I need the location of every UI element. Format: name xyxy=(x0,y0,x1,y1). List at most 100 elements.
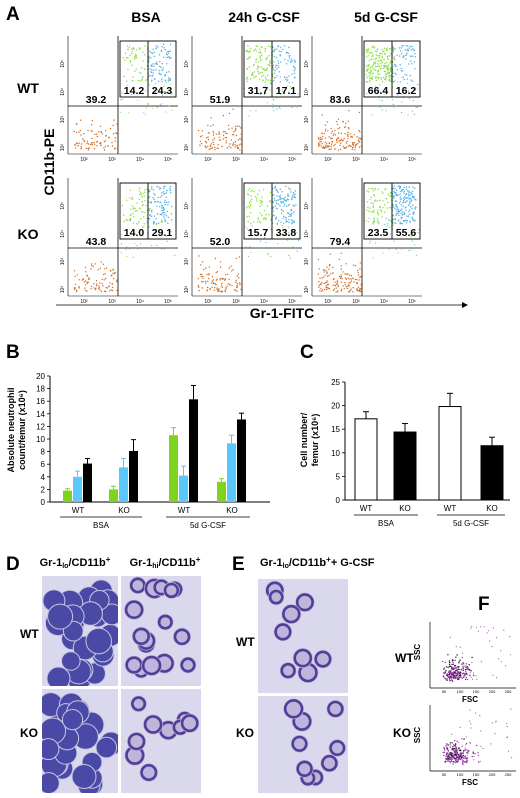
dot-gate-left xyxy=(262,188,265,191)
dot-gate-right xyxy=(149,190,151,193)
dot-outside xyxy=(83,139,85,142)
dot-gate-right xyxy=(157,46,159,48)
dot-outside xyxy=(96,283,98,285)
b-bar xyxy=(169,435,178,502)
dot-scatter xyxy=(371,114,373,116)
dot-gate-left xyxy=(379,199,381,202)
dot-outside xyxy=(110,275,112,277)
dot-gate-right xyxy=(276,68,278,70)
dot-outside xyxy=(319,141,321,143)
f-tick-label: 50 xyxy=(442,772,447,777)
micrograph xyxy=(42,576,118,686)
dot-gate-left xyxy=(259,212,262,214)
dot-outside xyxy=(110,289,113,291)
f-dot-sparse xyxy=(473,759,475,761)
f-dot xyxy=(465,757,467,759)
dot-gate-left xyxy=(139,80,141,82)
dot-outside xyxy=(318,284,321,287)
dot-gate-left xyxy=(377,188,380,190)
dot-gate-right xyxy=(400,47,403,49)
dot-gate-right xyxy=(169,43,172,46)
f-dot xyxy=(442,751,444,754)
dot-gate-right xyxy=(160,49,163,51)
f-dot xyxy=(447,744,449,746)
dot-outside xyxy=(217,144,219,146)
f-dot xyxy=(451,680,454,683)
dot-outside xyxy=(87,147,89,150)
cell-round xyxy=(42,738,60,761)
panel-f-row-ko: KO xyxy=(393,726,411,740)
dot-gate-right xyxy=(167,80,170,82)
dot-scatter xyxy=(382,252,384,254)
dot-outside xyxy=(329,265,331,267)
b-condition-5d: 5d G-CSF xyxy=(190,521,226,530)
dot-outside xyxy=(81,279,84,281)
dot-outside xyxy=(360,276,362,278)
f-dot xyxy=(447,675,449,678)
f-dot xyxy=(462,762,464,764)
dot-scatter xyxy=(128,112,130,114)
dot-outside xyxy=(326,272,328,274)
f-dot xyxy=(451,667,453,670)
f-dot xyxy=(452,662,454,664)
f-dot-sparse xyxy=(509,636,511,638)
dot-outside xyxy=(78,286,80,288)
dot-gate-right xyxy=(405,193,408,195)
dot-scatter xyxy=(150,244,153,247)
dot-scatter xyxy=(137,248,139,250)
f-dot xyxy=(455,752,457,754)
dot-gate-right xyxy=(398,202,401,204)
dot-outside xyxy=(331,140,333,143)
dot-gate-right xyxy=(157,196,159,199)
dot-scatter xyxy=(292,104,294,107)
dot-gate-left xyxy=(260,66,262,68)
dot-gate-left xyxy=(261,196,263,198)
dot-outside xyxy=(326,121,328,123)
dot-gate-right xyxy=(150,57,152,59)
f-dot xyxy=(460,752,462,754)
dot-gate-left xyxy=(378,55,381,57)
dot-gate-right xyxy=(274,69,276,72)
dot-gate-right xyxy=(276,75,278,77)
x-tick-label: 10⁴ xyxy=(380,299,388,305)
cell-ring-nucleus xyxy=(329,739,346,756)
dot-gate-right xyxy=(399,221,401,223)
dot-gate-left xyxy=(259,205,261,208)
dot-gate-right xyxy=(161,191,163,194)
c-bar xyxy=(393,431,417,501)
dot-scatter xyxy=(144,114,146,116)
dot-gate-left xyxy=(129,61,132,63)
dot-outside xyxy=(337,128,339,130)
dot-gate-right xyxy=(148,196,150,199)
dot-gate-left xyxy=(368,207,371,209)
f-dot xyxy=(449,742,452,744)
dot-outside xyxy=(116,147,119,150)
micrograph xyxy=(121,576,201,686)
y-tick-label: 10² xyxy=(60,286,66,294)
f-dot xyxy=(450,669,453,671)
cell-round xyxy=(61,709,84,731)
x-tick-label: 10⁵ xyxy=(408,299,416,305)
dot-gate-left xyxy=(269,62,271,64)
dot-gate-left xyxy=(384,75,387,77)
dot-gate-right xyxy=(402,219,405,222)
dot-outside xyxy=(231,127,233,129)
c-condition-bsa: BSA xyxy=(378,519,395,528)
dot-outside xyxy=(215,279,218,281)
f-dot xyxy=(449,746,451,748)
dot-outside xyxy=(317,136,320,139)
dot-gate-right xyxy=(152,196,154,199)
dot-outside xyxy=(116,289,118,292)
dot-outside xyxy=(80,146,83,148)
dot-gate-right xyxy=(407,193,410,196)
f-dot xyxy=(450,756,452,759)
dot-outside xyxy=(224,131,226,133)
dot-gate-left xyxy=(369,72,371,74)
dot-gate-left xyxy=(272,68,275,71)
col1-sup-plus: + xyxy=(106,555,111,564)
micrograph xyxy=(121,689,201,794)
dot-gate-left xyxy=(145,79,147,82)
dot-gate-right xyxy=(293,72,296,74)
dot-outside xyxy=(241,148,243,150)
dot-gate-right xyxy=(156,185,158,188)
